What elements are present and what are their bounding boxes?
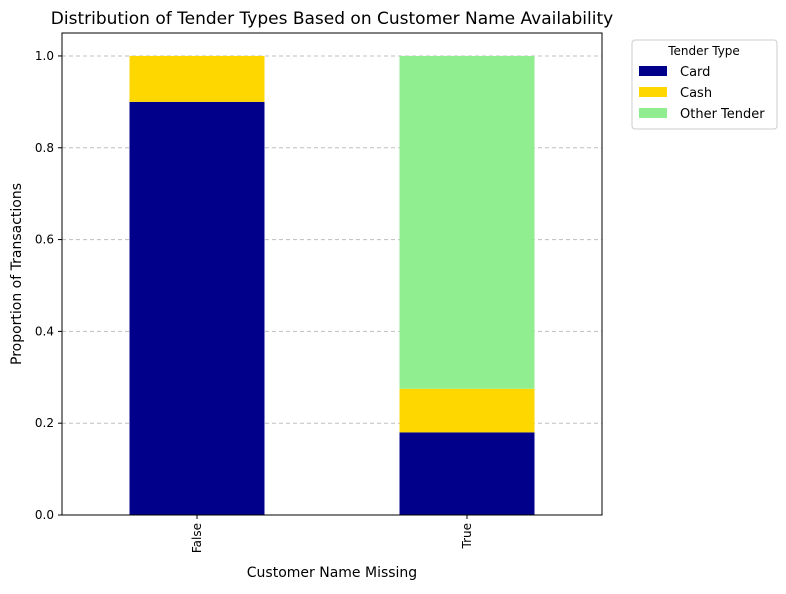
chart-title: Distribution of Tender Types Based on Cu… (51, 9, 613, 29)
legend-title: Tender Type (667, 44, 740, 58)
legend: Tender Type Card Cash Other Tender (631, 39, 778, 130)
plot-frame (61, 32, 603, 516)
bar-other-tender-true (399, 55, 535, 389)
x-tick-label: False (190, 523, 204, 553)
legend-items: Card Cash Other Tender (639, 65, 765, 122)
bar-card-true (399, 432, 535, 515)
y-tick-label: 0.2 (35, 416, 54, 430)
legend-frame (631, 39, 778, 130)
x-tick-label: True (460, 523, 474, 550)
y-tick-label: 1.0 (35, 49, 54, 63)
legend-label: Other Tender (680, 107, 765, 122)
legend-swatch (639, 87, 667, 97)
y-tick-label: 0.4 (35, 324, 54, 338)
y-axis-ticks: 0.0 0.2 0.4 0.6 0.8 1.0 (35, 49, 62, 522)
legend-label: Cash (680, 86, 712, 101)
legend-swatch (639, 66, 667, 76)
bars (129, 55, 535, 515)
x-axis-ticks: False True (190, 515, 474, 553)
y-tick-label: 0.6 (35, 233, 54, 247)
y-tick-label: 0.0 (35, 508, 54, 522)
legend-label: Card (680, 65, 710, 80)
bar-card-false (129, 101, 265, 515)
bar-cash-false (129, 55, 265, 102)
y-tick-label: 0.8 (35, 141, 54, 155)
legend-swatch (639, 108, 667, 118)
bar-cash-true (399, 388, 535, 433)
x-axis-label: Customer Name Missing (247, 565, 417, 581)
y-axis-label: Proportion of Transactions (9, 183, 25, 365)
